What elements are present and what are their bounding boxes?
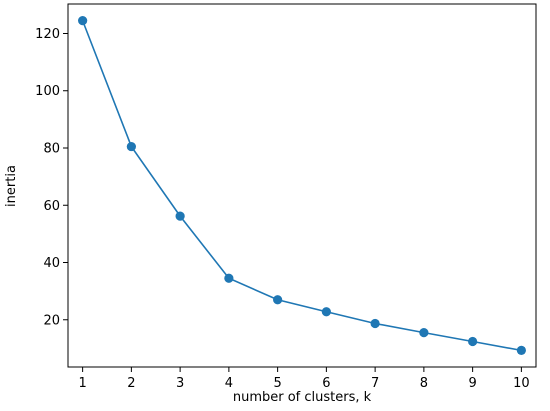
data-point bbox=[370, 318, 380, 329]
data-point bbox=[419, 328, 429, 338]
y-tick-label: 60 bbox=[43, 199, 60, 214]
x-tick-label: 1 bbox=[78, 376, 86, 391]
data-point bbox=[273, 295, 283, 305]
y-tick-label: 20 bbox=[43, 313, 60, 328]
plot-area bbox=[67, 3, 537, 368]
y-tick-label: 100 bbox=[35, 84, 60, 99]
x-tick-label: 9 bbox=[468, 376, 476, 391]
x-tick-label: 6 bbox=[322, 376, 330, 391]
x-tick-label: 10 bbox=[513, 376, 530, 391]
data-point bbox=[516, 345, 526, 355]
x-tick-label: 7 bbox=[371, 376, 379, 391]
data-point bbox=[175, 211, 185, 221]
data-point bbox=[321, 307, 331, 317]
x-tick-label: 2 bbox=[127, 376, 135, 391]
y-tick-label: 80 bbox=[43, 141, 60, 156]
x-tick-label: 8 bbox=[420, 376, 428, 391]
data-point bbox=[468, 336, 478, 347]
x-tick-label: 3 bbox=[176, 376, 184, 391]
data-point bbox=[78, 16, 88, 26]
series-layer bbox=[78, 16, 526, 355]
data-point bbox=[224, 273, 234, 283]
y-tick-label: 120 bbox=[35, 27, 60, 42]
data-point bbox=[126, 141, 136, 152]
x-axis: 1 2 3 4 5 6 7 8 9 10 bbox=[78, 367, 530, 391]
x-tick-label: 5 bbox=[273, 376, 281, 391]
x-tick-label: 4 bbox=[225, 376, 233, 391]
y-tick-label: 40 bbox=[43, 256, 60, 271]
series-line bbox=[81, 20, 522, 352]
y-axis: 20 40 60 80 100 120 bbox=[35, 27, 68, 328]
x-axis-title: number of clusters, k bbox=[233, 390, 372, 405]
y-axis-title: inertia bbox=[4, 165, 19, 207]
